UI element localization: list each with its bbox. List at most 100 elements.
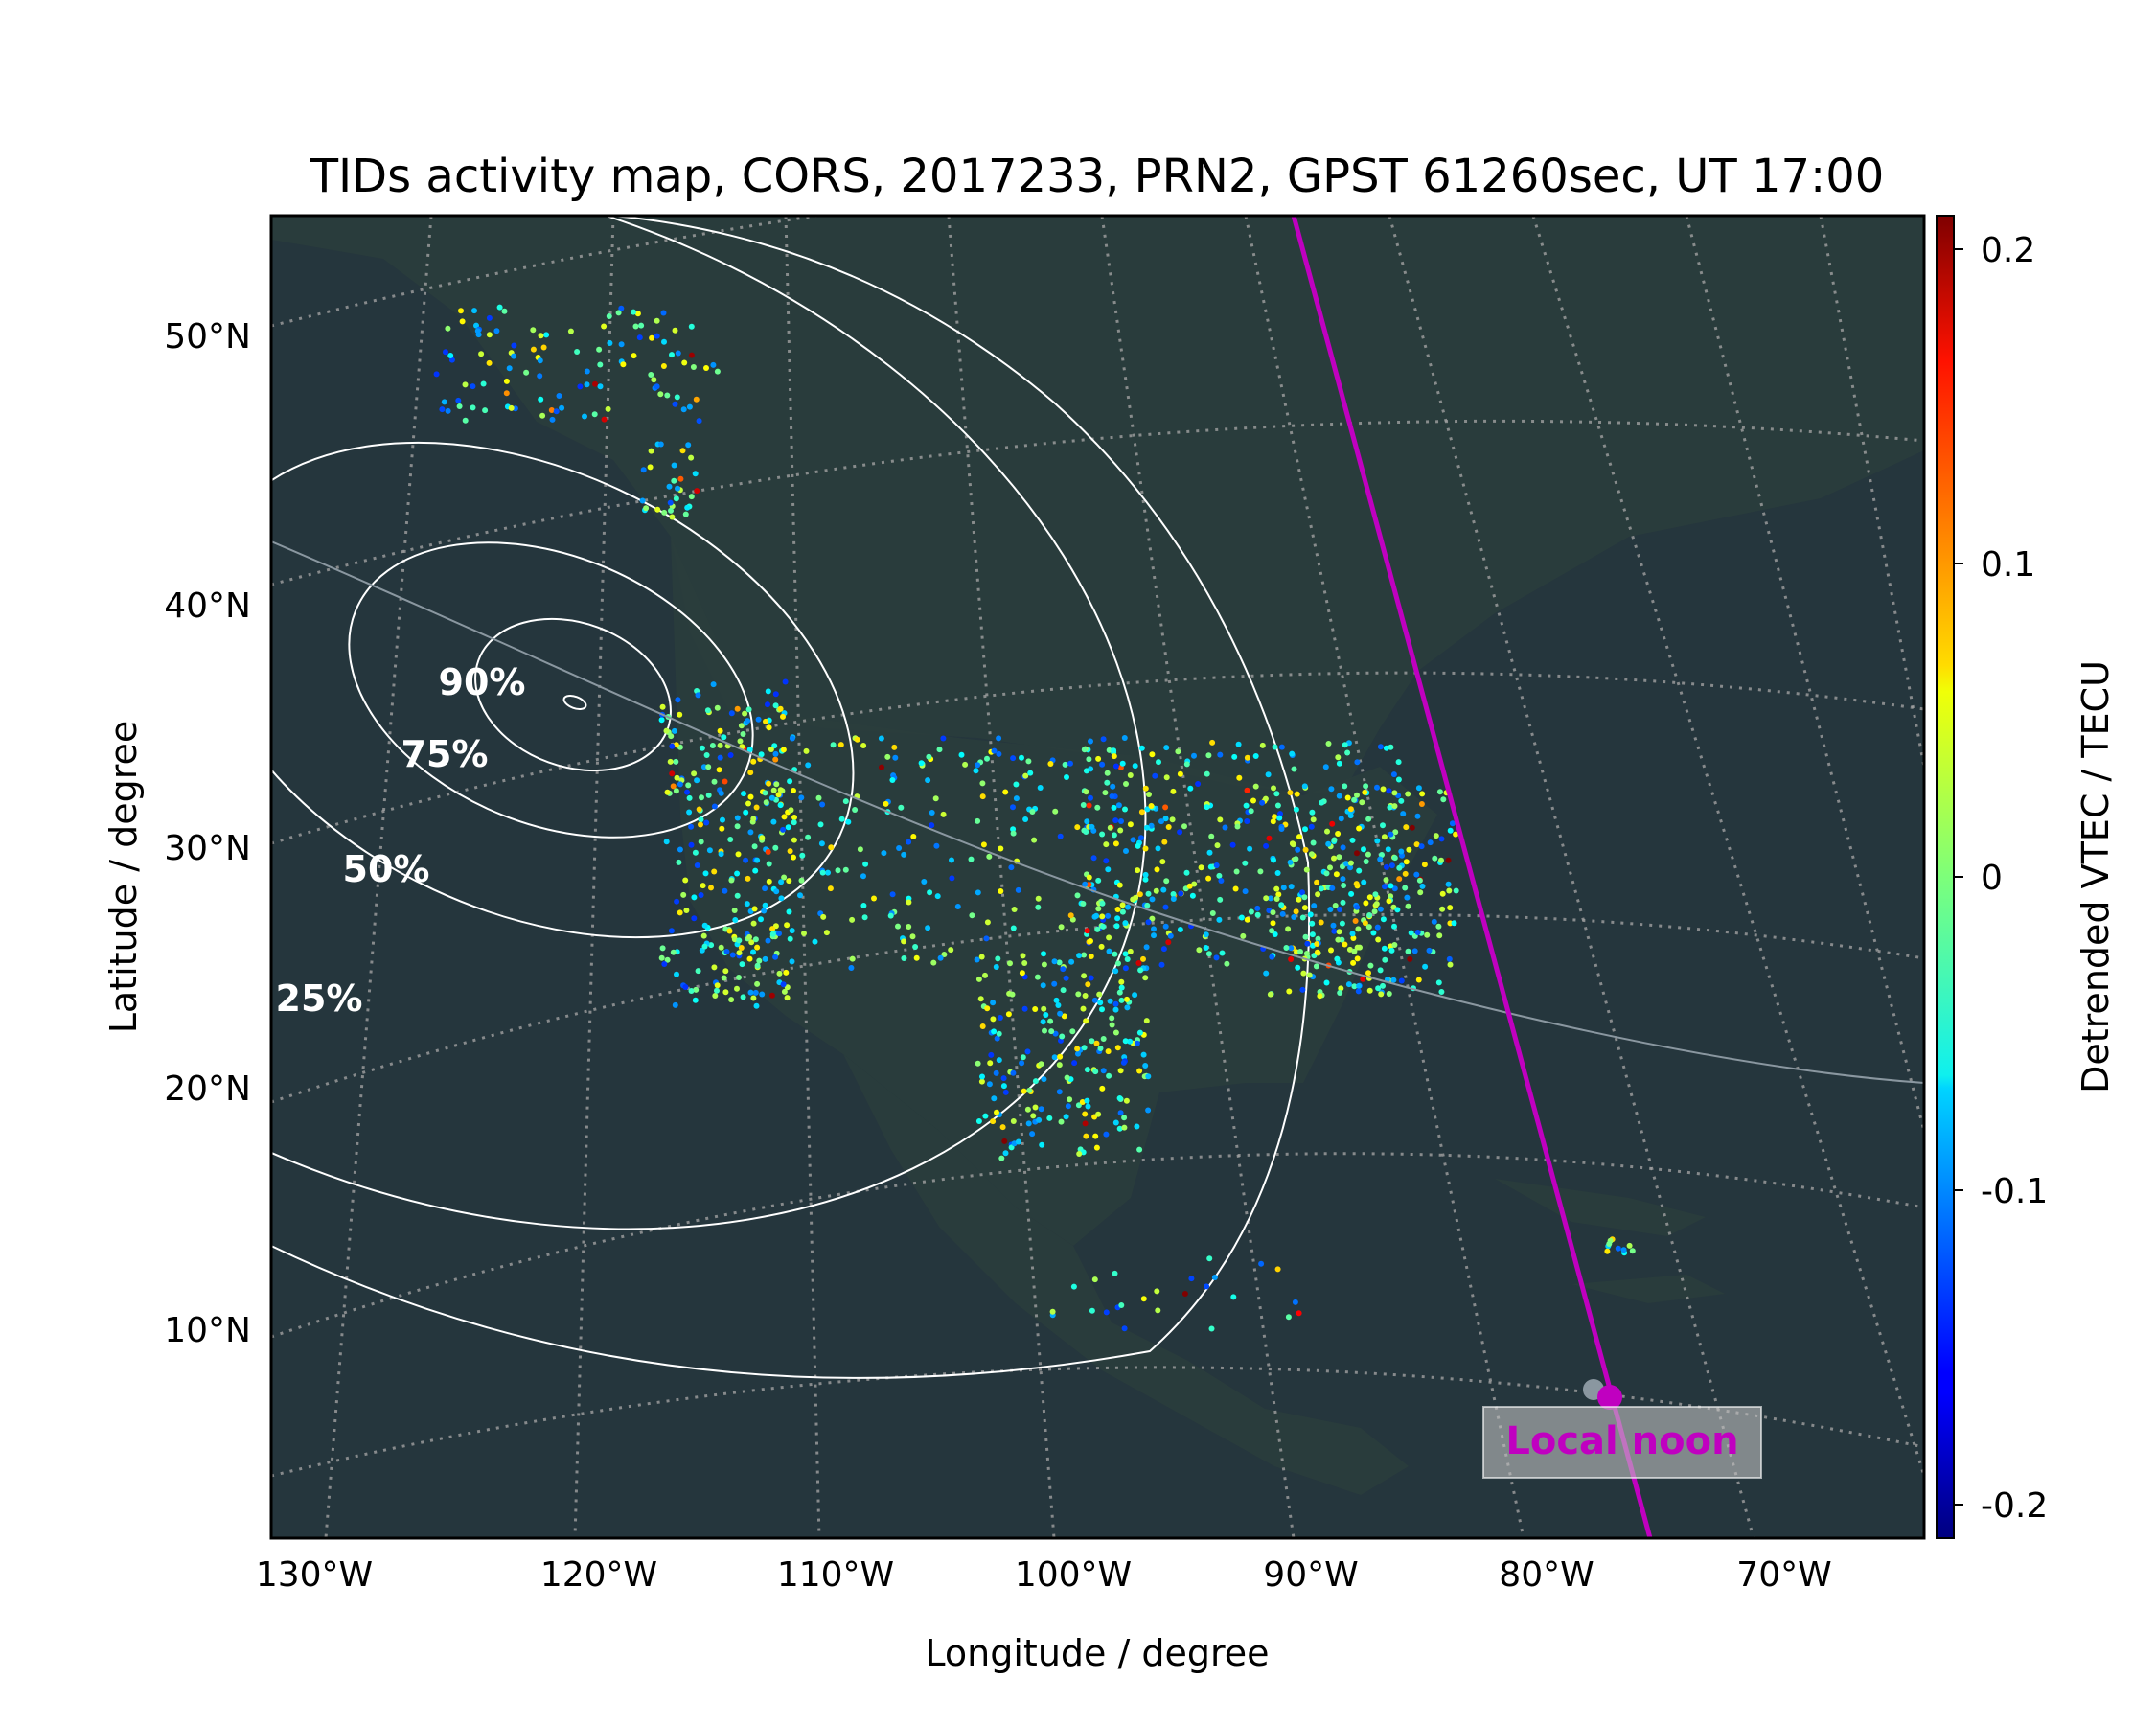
- vtec-point: [1203, 932, 1209, 938]
- vtec-point: [797, 892, 803, 899]
- vtec-point: [695, 968, 701, 975]
- vtec-point: [754, 962, 761, 969]
- vtec-point: [1308, 823, 1315, 830]
- vtec-point: [1143, 944, 1150, 951]
- vtec-point: [1208, 1325, 1215, 1332]
- vtec-point: [1335, 831, 1342, 837]
- vtec-point: [1419, 883, 1426, 889]
- vtec-point: [1351, 983, 1358, 990]
- vtec-point: [1279, 910, 1286, 917]
- vtec-point: [949, 857, 954, 863]
- vtec-point: [1158, 961, 1165, 968]
- vtec-point: [711, 964, 718, 971]
- vtec-point: [722, 989, 729, 996]
- vtec-point: [741, 791, 746, 797]
- vtec-point: [1080, 1149, 1087, 1156]
- vtec-point: [781, 874, 788, 881]
- vtec-point: [1337, 990, 1343, 996]
- vtec-point: [1354, 850, 1360, 857]
- colorbar: 0.2 0.1 0 -0.1 -0.2 Detrended VTEC / TEC…: [1936, 215, 2117, 1539]
- vtec-point: [1268, 895, 1273, 902]
- vtec-point: [1414, 930, 1421, 935]
- vtec-point: [1362, 789, 1368, 795]
- vtec-point: [1335, 754, 1342, 761]
- vtec-point: [1391, 886, 1398, 892]
- vtec-point: [1299, 889, 1305, 896]
- vtec-point: [789, 928, 795, 934]
- vtec-point: [1431, 918, 1437, 925]
- vtec-point: [1142, 785, 1149, 792]
- vtec-point: [1074, 1046, 1081, 1052]
- local-noon-terminator-line: [1291, 216, 1653, 1538]
- land-region-2: [843, 1054, 1409, 1495]
- vtec-point: [1111, 748, 1117, 754]
- vtec-point: [672, 1001, 678, 1008]
- vtec-point: [1135, 960, 1142, 966]
- vtec-point: [1159, 859, 1166, 865]
- x-tick-70w: 70°W: [1736, 1555, 1831, 1595]
- vtec-point: [1152, 772, 1158, 779]
- vtec-point: [682, 984, 689, 990]
- vtec-point: [703, 819, 710, 826]
- vtec-point: [786, 908, 792, 915]
- vtec-point: [1032, 1006, 1039, 1012]
- vtec-point: [508, 404, 515, 411]
- vtec-point: [1091, 1276, 1098, 1283]
- vtec-point: [1432, 855, 1438, 862]
- vtec-point: [1134, 1040, 1140, 1046]
- vtec-point: [1097, 1046, 1104, 1051]
- vtec-point: [1409, 824, 1415, 831]
- vtec-point: [1083, 768, 1089, 774]
- vtec-point: [799, 852, 806, 859]
- vtec-point: [657, 441, 664, 448]
- vtec-point: [993, 964, 999, 970]
- vtec-point: [1289, 750, 1296, 757]
- vtec-point: [979, 780, 986, 787]
- vtec-point: [1132, 992, 1138, 999]
- vtec-point: [778, 895, 785, 902]
- vtec-point: [1257, 868, 1264, 875]
- vtec-point: [1274, 870, 1281, 876]
- vtec-point: [1386, 788, 1392, 794]
- map-axes: Local noon 90% 75% 50% 25%: [271, 216, 1924, 1538]
- contour-label-25: 25%: [276, 978, 363, 1020]
- vtec-point: [775, 792, 782, 798]
- vtec-point: [1025, 758, 1032, 765]
- vtec-point: [1106, 934, 1112, 941]
- vtec-point: [1144, 902, 1151, 908]
- vtec-point: [780, 981, 787, 988]
- vtec-point: [1052, 808, 1059, 815]
- vtec-point: [1118, 1302, 1125, 1308]
- vtec-point: [664, 789, 671, 795]
- vtec-point: [974, 956, 980, 963]
- vtec-point: [1116, 1095, 1123, 1101]
- vtec-point: [1001, 1138, 1008, 1144]
- vtec-point: [698, 821, 703, 828]
- vtec-point: [1330, 922, 1337, 929]
- vtec-point: [1378, 991, 1385, 998]
- vtec-point: [1136, 891, 1143, 898]
- vtec-point: [709, 743, 716, 748]
- vtec-point: [705, 764, 712, 770]
- vtec-point: [688, 823, 695, 830]
- vtec-point: [748, 939, 755, 946]
- vtec-point: [631, 309, 637, 315]
- vtec-point: [776, 931, 782, 937]
- vtec-point: [1213, 954, 1220, 961]
- vtec-point: [766, 861, 772, 867]
- vtec-point: [1295, 964, 1301, 971]
- vtec-point: [819, 869, 826, 876]
- vtec-point: [1154, 866, 1160, 873]
- vtec-point: [752, 936, 759, 943]
- vtec-point: [991, 1095, 998, 1102]
- vtec-point: [758, 751, 765, 758]
- vtec-point: [1057, 1053, 1064, 1060]
- vtec-point: [1025, 1120, 1032, 1127]
- vtec-point: [727, 837, 734, 842]
- vtec-point: [543, 332, 550, 338]
- vtec-point: [1065, 1103, 1071, 1110]
- vtec-point: [798, 877, 805, 884]
- vtec-point: [1273, 791, 1280, 797]
- vtec-point: [1353, 881, 1360, 887]
- vtec-point: [695, 692, 701, 699]
